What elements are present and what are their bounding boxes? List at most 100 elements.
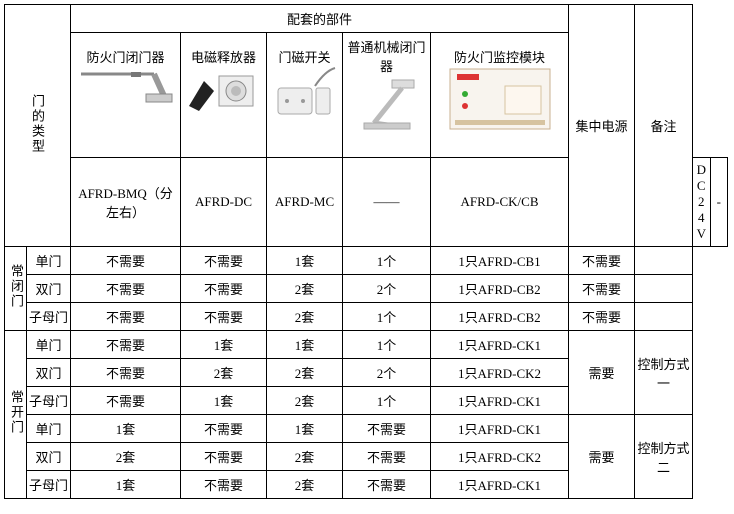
- cell: 2套: [267, 303, 343, 331]
- cell: 1只AFRD-CB1: [431, 247, 569, 275]
- row-label: 单门: [27, 415, 71, 443]
- components-header: 配套的部件: [71, 5, 569, 33]
- cell: 不需要: [569, 303, 635, 331]
- cell: [635, 275, 693, 303]
- group-label: 常闭门: [7, 264, 26, 309]
- cell: 2个: [343, 359, 431, 387]
- magnetic-icon: [270, 66, 340, 126]
- group-label: 常开门: [7, 390, 26, 435]
- cell: 1套: [181, 387, 267, 415]
- col-label: 防火门闭门器: [73, 47, 178, 66]
- model-code: DC24V: [693, 158, 710, 247]
- door-type-label: 门的类型: [28, 94, 47, 154]
- cell: 不需要: [71, 275, 181, 303]
- col-header-closer: 防火门闭门器: [71, 33, 181, 158]
- cell: 1只AFRD-CK1: [431, 415, 569, 443]
- cell: 不需要: [71, 387, 181, 415]
- row-label: 双门: [27, 359, 71, 387]
- cell: 不需要: [71, 247, 181, 275]
- monitor-icon: [445, 66, 555, 132]
- cell: 不需要: [181, 247, 267, 275]
- cell: [635, 303, 693, 331]
- row-label: 双门: [27, 275, 71, 303]
- model-code: AFRD-BMQ（分左右）: [71, 158, 181, 247]
- cell: 不需要: [71, 359, 181, 387]
- cell: 1套: [267, 331, 343, 359]
- row-label: 单门: [27, 331, 71, 359]
- cell: 不需要: [343, 415, 431, 443]
- row-label: 双门: [27, 443, 71, 471]
- cell: 1套: [267, 247, 343, 275]
- cell: 1个: [343, 387, 431, 415]
- cell: 1个: [343, 331, 431, 359]
- power-header: 集中电源: [569, 5, 635, 247]
- release-icon: [184, 66, 264, 116]
- cell-remark: 控制方式二: [635, 415, 693, 499]
- fire-door-config-table: 门的类型 配套的部件 集中电源 备注 防火门闭门器 电磁释放器: [4, 4, 728, 499]
- closer-icon: [76, 66, 176, 106]
- cell: 1只AFRD-CK1: [431, 387, 569, 415]
- cell: 1只AFRD-CB2: [431, 303, 569, 331]
- cell: 不需要: [343, 471, 431, 499]
- cell: 2套: [181, 359, 267, 387]
- cell: 2套: [71, 443, 181, 471]
- door-type-header: 门的类型: [5, 5, 71, 247]
- model-code: ——: [343, 158, 431, 247]
- product-image-closer: [73, 66, 178, 144]
- cell: 不需要: [71, 303, 181, 331]
- col-label: 普通机械闭门器: [345, 37, 428, 75]
- row-label: 子母门: [27, 303, 71, 331]
- product-image-mechanical: [345, 75, 428, 153]
- model-code: AFRD-CK/CB: [431, 158, 569, 247]
- row-label: 子母门: [27, 387, 71, 415]
- col-label: 防火门监控模块: [433, 47, 566, 66]
- cell: 1只AFRD-CB2: [431, 275, 569, 303]
- col-header-mechanical: 普通机械闭门器: [343, 33, 431, 158]
- cell: 2套: [267, 275, 343, 303]
- model-code: AFRD-MC: [267, 158, 343, 247]
- cell: 1只AFRD-CK1: [431, 331, 569, 359]
- product-image-monitor: [433, 66, 566, 144]
- cell: 1套: [71, 415, 181, 443]
- model-code: -: [710, 158, 728, 247]
- cell: 1套: [267, 415, 343, 443]
- col-label: 门磁开关: [269, 47, 340, 66]
- group-normally-open: 常开门: [5, 331, 27, 499]
- cell: 不需要: [181, 471, 267, 499]
- cell: 2套: [267, 387, 343, 415]
- col-label: 电磁释放器: [183, 47, 264, 66]
- cell-remark: 控制方式一: [635, 331, 693, 415]
- cell: 不需要: [181, 275, 267, 303]
- cell: 不需要: [343, 443, 431, 471]
- cell: 不需要: [181, 443, 267, 471]
- remarks-header: 备注: [635, 5, 693, 247]
- cell: 1套: [181, 331, 267, 359]
- cell: 2套: [267, 359, 343, 387]
- cell: 不需要: [181, 415, 267, 443]
- cell-power: 需要: [569, 415, 635, 499]
- group-normally-closed: 常闭门: [5, 247, 27, 331]
- cell: 2个: [343, 275, 431, 303]
- cell: 2套: [267, 471, 343, 499]
- cell: 1只AFRD-CK2: [431, 443, 569, 471]
- row-label: 子母门: [27, 471, 71, 499]
- cell: 1个: [343, 303, 431, 331]
- cell: 不需要: [569, 247, 635, 275]
- cell: 1只AFRD-CK1: [431, 471, 569, 499]
- cell: 不需要: [181, 303, 267, 331]
- col-header-monitor: 防火门监控模块: [431, 33, 569, 158]
- cell: 1套: [71, 471, 181, 499]
- row-label: 单门: [27, 247, 71, 275]
- cell: 1只AFRD-CK2: [431, 359, 569, 387]
- col-header-magnetic: 门磁开关: [267, 33, 343, 158]
- cell: 1个: [343, 247, 431, 275]
- cell-power: 需要: [569, 331, 635, 415]
- model-code: AFRD-DC: [181, 158, 267, 247]
- cell: 不需要: [569, 275, 635, 303]
- cell: 2套: [267, 443, 343, 471]
- product-image-release: [183, 66, 264, 144]
- cell: 不需要: [71, 331, 181, 359]
- mechanical-icon: [352, 75, 422, 135]
- cell: [635, 247, 693, 275]
- product-image-magnetic: [269, 66, 340, 144]
